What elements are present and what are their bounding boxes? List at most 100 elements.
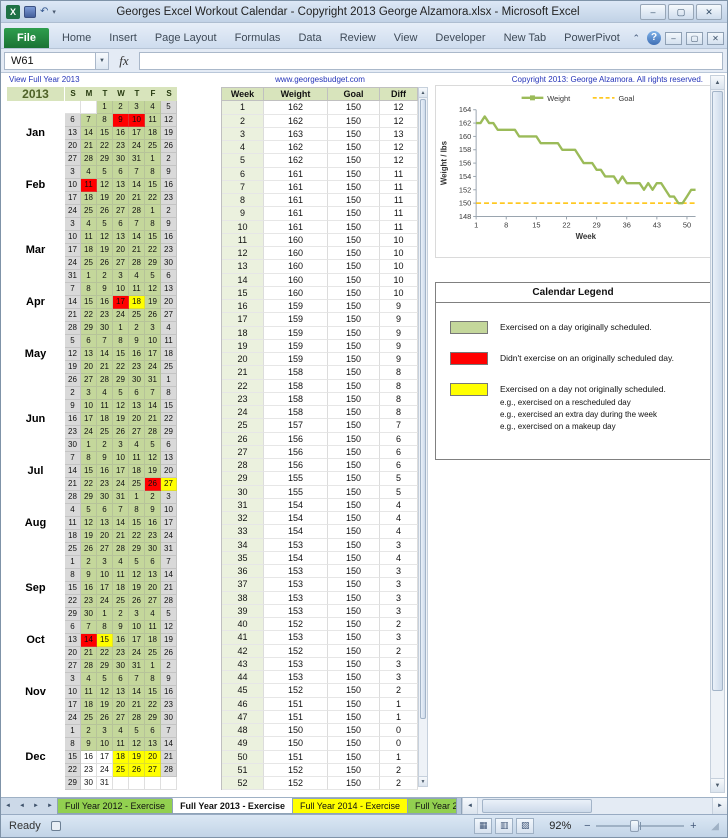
goal-cell[interactable]: 150 [328,565,380,579]
calendar-day-cell[interactable]: 31 [65,270,81,283]
calendar-day-cell[interactable]: 9 [113,621,129,634]
week-cell[interactable]: 9 [222,207,264,221]
calendar-day-cell[interactable]: 18 [81,699,97,712]
calendar-day-cell[interactable]: 7 [129,218,145,231]
calendar-day-cell[interactable]: 17 [113,465,129,478]
weight-cell[interactable]: 160 [264,273,328,287]
calendar-day-cell[interactable]: 13 [129,400,145,413]
calendar-day-cell[interactable]: 2 [65,387,81,400]
diff-cell[interactable]: 1 [380,697,418,711]
calendar-day-cell[interactable]: 27 [113,257,129,270]
calendar-day-cell[interactable]: 12 [97,231,113,244]
calendar-day-cell[interactable]: 20 [65,140,81,153]
week-cell[interactable]: 33 [222,525,264,539]
calendar-day-cell[interactable]: 26 [65,374,81,387]
goal-cell[interactable]: 150 [328,286,380,300]
calendar-day-cell[interactable]: 14 [145,400,161,413]
calendar-day-cell[interactable]: 12 [65,348,81,361]
calendar-day-cell[interactable]: 7 [129,673,145,686]
calendar-day-cell[interactable]: 12 [145,283,161,296]
week-cell[interactable]: 47 [222,710,264,724]
calendar-day-cell[interactable]: 2 [161,205,177,218]
calendar-day-cell[interactable]: 21 [161,751,177,764]
calendar-day-cell[interactable]: 25 [97,426,113,439]
calendar-day-cell[interactable]: 6 [145,725,161,738]
calendar-day-cell[interactable]: 20 [145,582,161,595]
calendar-day-cell[interactable]: 17 [129,634,145,647]
calendar-day-cell[interactable]: 8 [97,114,113,127]
calendar-day-cell[interactable]: 14 [65,465,81,478]
calendar-day-cell[interactable]: 18 [161,348,177,361]
diff-cell[interactable]: 5 [380,472,418,486]
calendar-day-cell[interactable]: 16 [97,465,113,478]
calendar-day-cell[interactable]: 17 [129,127,145,140]
weight-cell[interactable]: 162 [264,141,328,155]
week-cell[interactable]: 35 [222,551,264,565]
calendar-day-cell[interactable]: 2 [81,556,97,569]
calendar-day-cell[interactable]: 26 [161,140,177,153]
calendar-day-cell[interactable]: 26 [113,426,129,439]
goal-cell[interactable]: 150 [328,684,380,698]
calendar-day-cell[interactable]: 23 [161,244,177,257]
calendar-day-cell[interactable]: 22 [145,244,161,257]
weight-cell[interactable]: 159 [264,353,328,367]
diff-cell[interactable]: 2 [380,684,418,698]
week-cell[interactable]: 26 [222,432,264,446]
diff-cell[interactable]: 0 [380,724,418,738]
calendar-day-cell[interactable]: 16 [97,296,113,309]
calendar-day-cell[interactable]: 26 [97,712,113,725]
calendar-day-cell[interactable]: 3 [113,439,129,452]
calendar-day-cell[interactable]: 20 [113,244,129,257]
calendar-day-cell[interactable]: 11 [81,231,97,244]
weight-cell[interactable]: 160 [264,286,328,300]
help-icon[interactable]: ? [647,31,661,45]
calendar-day-cell[interactable]: 4 [145,101,161,114]
calendar-day-cell[interactable]: 7 [161,556,177,569]
diff-cell[interactable]: 10 [380,286,418,300]
zoom-level[interactable]: 92% [549,820,572,832]
calendar-day-cell[interactable]: 22 [145,192,161,205]
goal-cell[interactable]: 150 [328,260,380,274]
calendar-day-cell[interactable]: 25 [65,543,81,556]
calendar-day-cell[interactable]: 28 [113,543,129,556]
diff-cell[interactable]: 11 [380,207,418,221]
calendar-day-cell[interactable]: 16 [161,179,177,192]
goal-cell[interactable]: 150 [328,472,380,486]
calendar-day-cell[interactable]: 15 [145,179,161,192]
diff-cell[interactable]: 4 [380,512,418,526]
calendar-day-cell[interactable]: 22 [81,478,97,491]
calendar-day-cell[interactable]: 15 [161,400,177,413]
calendar-day-cell[interactable]: 11 [113,569,129,582]
close-button[interactable]: ✕ [696,3,722,20]
calendar-day-cell[interactable]: 6 [113,673,129,686]
calendar-day-cell[interactable]: 29 [145,712,161,725]
weight-cell[interactable]: 152 [264,644,328,658]
calendar-day-cell[interactable]: 3 [97,725,113,738]
weight-cell[interactable]: 152 [264,618,328,632]
calendar-day-cell[interactable]: 2 [113,608,129,621]
calendar-day-cell[interactable]: 25 [161,361,177,374]
week-cell[interactable]: 8 [222,194,264,208]
calendar-day-cell[interactable]: 27 [129,426,145,439]
calendar-day-cell[interactable]: 31 [161,543,177,556]
weight-cell[interactable]: 154 [264,498,328,512]
calendar-day-cell[interactable]: 27 [81,374,97,387]
calendar-day-cell[interactable]: 1 [129,491,145,504]
goal-cell[interactable]: 150 [328,512,380,526]
weight-cell[interactable]: 160 [264,247,328,261]
calendar-day-cell[interactable]: 9 [81,569,97,582]
goal-cell[interactable]: 150 [328,339,380,353]
calendar-day-cell[interactable]: 14 [161,738,177,751]
goal-cell[interactable]: 150 [328,671,380,685]
calendar-day-cell[interactable]: 16 [145,517,161,530]
week-cell[interactable]: 17 [222,313,264,327]
calendar-day-cell[interactable]: 19 [161,634,177,647]
calendar-day-cell[interactable]: 12 [161,114,177,127]
week-cell[interactable]: 31 [222,498,264,512]
calendar-day-cell[interactable]: 15 [97,634,113,647]
calendar-day-cell[interactable]: 30 [81,777,97,790]
calendar-day-cell[interactable]: 27 [161,309,177,322]
calendar-day-cell[interactable]: 6 [145,556,161,569]
calendar-day-cell[interactable]: 21 [145,413,161,426]
weight-cell[interactable]: 161 [264,220,328,234]
